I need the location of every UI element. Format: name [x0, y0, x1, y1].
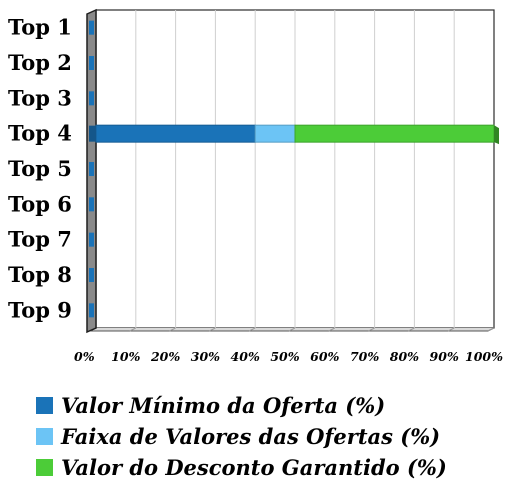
x-tick-labels: 0% 10% 20% 30% 40% 50% 60% 70% 80% 90% 100% — [74, 349, 503, 364]
x-tick-label: 20% — [150, 349, 180, 364]
category-label: Top 3 — [8, 85, 72, 110]
category-label: Top 9 — [8, 297, 72, 322]
bar-stub — [89, 303, 94, 318]
category-label: Top 8 — [8, 262, 72, 287]
grid-floor-line — [487, 327, 495, 332]
legend-label: Valor do Desconto Garantido (%) — [61, 455, 447, 480]
category-label: Top 1 — [8, 15, 72, 40]
legend-item: Valor Mínimo da Oferta (%) — [36, 390, 447, 421]
bar-stub — [89, 91, 94, 106]
category-label: Top 7 — [8, 227, 72, 252]
x-tick-label: 40% — [231, 349, 260, 364]
bars — [89, 20, 499, 318]
legend-label: Valor Mínimo da Oferta (%) — [61, 393, 386, 418]
legend: Valor Mínimo da Oferta (%) Faixa de Valo… — [36, 390, 447, 483]
legend-swatch — [36, 428, 53, 445]
grid-floor-line — [368, 327, 375, 332]
bar-segment — [294, 124, 495, 143]
x-tick-label: 30% — [191, 349, 220, 364]
x-tick-label: 50% — [270, 349, 299, 364]
category-label: Top 6 — [8, 191, 72, 216]
bar-segment — [95, 124, 256, 143]
category-label: Top 5 — [8, 156, 72, 181]
bar-stub — [89, 268, 94, 282]
grid-floor-line — [408, 327, 415, 332]
category-label: Top 4 — [8, 121, 72, 146]
x-tick-label: 0% — [74, 349, 95, 364]
plot-back-wall — [89, 9, 495, 332]
bar-stub — [89, 162, 94, 176]
x-tick-label: 70% — [350, 349, 379, 364]
x-tick-label: 60% — [310, 349, 339, 364]
grid-floor-line — [248, 327, 256, 332]
bar-end-cap — [494, 125, 499, 145]
gridlines — [89, 10, 495, 332]
x-tick-label: 90% — [430, 349, 459, 364]
grid-floor-line — [209, 327, 216, 332]
x-tick-label: 80% — [390, 349, 419, 364]
grid-floor-line — [328, 327, 336, 332]
bar-segment — [254, 124, 296, 143]
grid-floor-line — [129, 327, 137, 332]
grid-floor-line — [447, 327, 455, 332]
legend-label: Faixa de Valores das Ofertas (%) — [61, 424, 441, 449]
grid-floor-line — [288, 327, 296, 332]
legend-swatch — [36, 459, 53, 476]
bar-stub — [89, 197, 94, 212]
legend-item: Valor do Desconto Garantido (%) — [36, 452, 447, 483]
bar-stub — [89, 232, 94, 247]
legend-swatch — [36, 397, 53, 414]
bar-stub — [89, 125, 96, 142]
grid-floor-line — [169, 327, 176, 332]
legend-item: Faixa de Valores das Ofertas (%) — [36, 421, 447, 452]
bar-stub — [89, 20, 94, 35]
category-labels: Top 1 Top 2 Top 3 Top 4 Top 5 Top 6 Top 7 Top 8… — [8, 15, 72, 323]
x-tick-label: 100% — [465, 349, 503, 364]
category-label: Top 2 — [8, 50, 72, 75]
x-tick-label: 10% — [111, 349, 140, 364]
bar-stub — [89, 56, 94, 70]
